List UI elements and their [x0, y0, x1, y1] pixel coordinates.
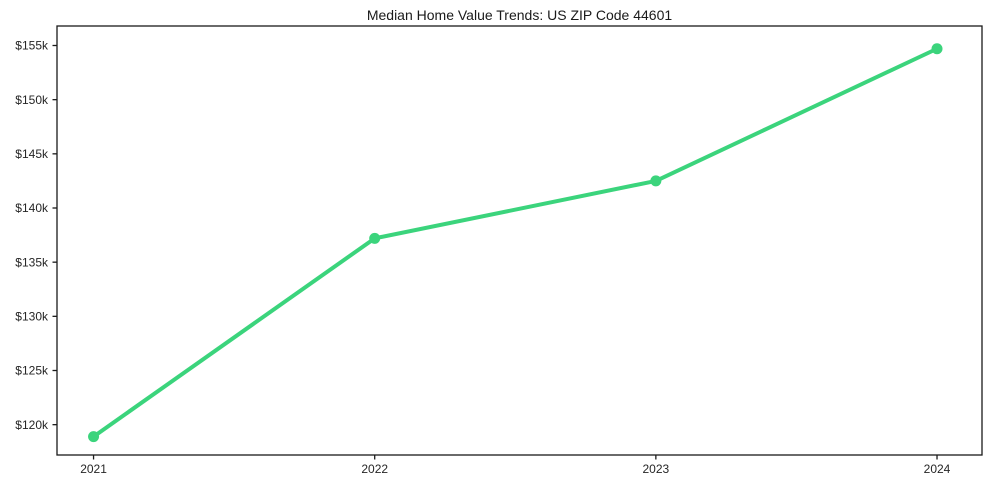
chart-title: Median Home Value Trends: US ZIP Code 44…	[366, 7, 673, 23]
y-tick-label: $135k	[15, 255, 49, 269]
y-tick-label: $150k	[15, 93, 49, 107]
data-point-marker	[88, 431, 100, 443]
trend-line	[91, 46, 940, 439]
data-point-marker	[931, 43, 943, 55]
x-tick-label: 2024	[924, 462, 951, 476]
y-tick-label: $120k	[15, 418, 49, 432]
y-tick-label: $130k	[15, 310, 49, 324]
plot-border	[56, 25, 983, 456]
y-tick-label: $155k	[15, 39, 49, 53]
x-tick-label: 2021	[80, 462, 107, 476]
y-tick-label: $125k	[15, 364, 49, 378]
data-point-marker	[369, 232, 381, 244]
x-tick-label: 2022	[361, 462, 388, 476]
y-tick-label: $140k	[15, 201, 49, 215]
data-point-marker	[650, 175, 662, 187]
y-tick-label: $145k	[15, 147, 49, 161]
x-tick-label: 2023	[643, 462, 670, 476]
